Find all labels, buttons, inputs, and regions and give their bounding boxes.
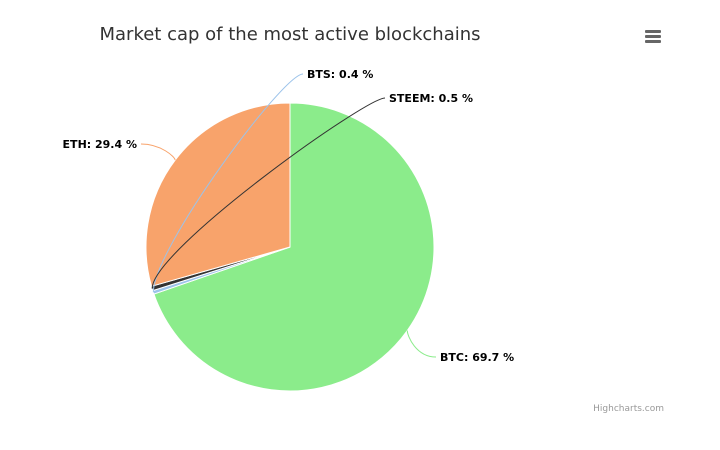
data-label-bts: BTS: 0.4 % bbox=[307, 68, 373, 81]
chart-menu-button[interactable] bbox=[640, 26, 666, 48]
label-connectors bbox=[140, 73, 437, 358]
data-label-btc: BTC: 69.7 % bbox=[440, 351, 514, 364]
pie-slices bbox=[145, 102, 435, 392]
data-label-steem: STEEM: 0.5 % bbox=[389, 92, 473, 105]
pie-slice-eth[interactable] bbox=[145, 102, 291, 287]
connector-btc bbox=[406, 330, 437, 358]
connector-eth bbox=[140, 143, 176, 161]
hamburger-menu-icon bbox=[645, 30, 661, 33]
connector-steem bbox=[151, 97, 386, 289]
menu-icon-bar bbox=[645, 40, 661, 43]
credits-link[interactable]: Highcharts.com bbox=[593, 404, 664, 414]
data-labels: BTC: 69.7 % BTS: 0.4 % STEEM: 0.5 % ETH: 29… bbox=[63, 68, 515, 364]
menu-icon-bar bbox=[645, 35, 661, 38]
connector-bts bbox=[152, 73, 304, 293]
data-label-eth: ETH: 29.4 % bbox=[63, 138, 137, 151]
chart-title: Market cap of the most active blockchain… bbox=[99, 24, 480, 45]
